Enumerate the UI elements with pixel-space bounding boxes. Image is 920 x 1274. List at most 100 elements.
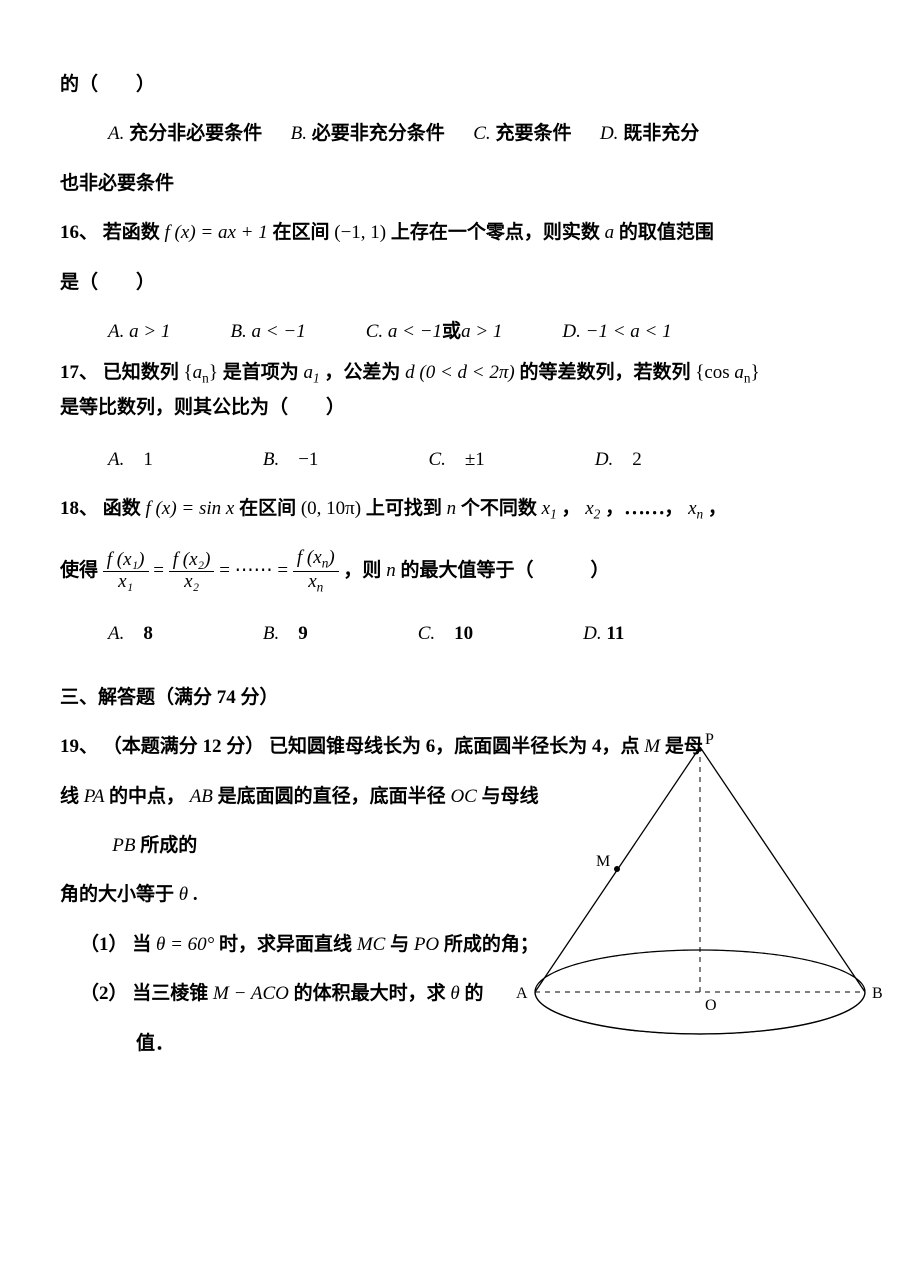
q18-t3: 上可找到 [366, 498, 442, 519]
q19-MC: MC [357, 934, 390, 955]
q19-theta2: θ [450, 983, 464, 1004]
q18-a: 8 [143, 623, 153, 644]
q16-interval: (−1, 1) [334, 222, 386, 243]
q19-part1: （1） 当 θ = 60° 时，求异面直线 MC 与 PO 所成的角； [80, 920, 560, 969]
q19-p1c: 与 [390, 934, 409, 955]
q18-line1: 18、 函数 f (x) = sin x 在区间 (0, 10π) 上可找到 n… [60, 484, 860, 533]
q15-choice-b: 必要非充分条件 [312, 123, 445, 144]
q18-dots: = ⋯⋯ = [219, 560, 293, 581]
q18-l2a: 使得 [60, 560, 98, 581]
q17-d: 2 [632, 449, 642, 470]
q16-b-pre: B. [230, 321, 251, 342]
q18-b: 9 [298, 623, 308, 644]
q18-frac2: f (x₂) x₂ [169, 550, 215, 593]
q19-OC: OC [450, 786, 481, 807]
q17-b: −1 [298, 449, 318, 470]
q17-b-pre: B. [263, 449, 298, 470]
q15-choice-c: 充要条件 [495, 123, 571, 144]
q19-p2c: 的 [464, 983, 483, 1004]
q19-score: （本题满分 12 分） [103, 736, 265, 757]
q15-label-a: A. [108, 123, 124, 144]
q16-t4: 的取值范围 [619, 222, 714, 243]
q17-choices: A. 1 B. −1 C. ±1 D. 2 [108, 435, 860, 484]
q17-line2: 是等比数列，则其公比为（ ） [60, 391, 860, 425]
q19-part2-line1: （2） 当三棱锥 M − ACO 的体积最大时，求 θ 的 [80, 969, 560, 1018]
q19-theta: θ [179, 884, 193, 905]
q18-n: n [447, 498, 457, 519]
q16-num: 16、 [60, 222, 98, 243]
q19-line3: 角的大小等于 θ . [60, 870, 540, 919]
q16-b: a < −1 [252, 321, 306, 342]
q15-label-b: B. [291, 123, 307, 144]
section3-header: 三、解答题（满分 74 分） [60, 673, 860, 722]
q19-num: 19、 [60, 736, 98, 757]
q15-choice-a: 充分非必要条件 [129, 123, 262, 144]
q18-l2c: 的最大值等于（ ） [400, 560, 609, 581]
q19-p2l2: 值． [136, 1033, 174, 1054]
q18-num: 18、 [60, 498, 98, 519]
q19-t7: 所成的 [140, 835, 197, 856]
q18-line2: 使得 f (x₁) x₁ = f (x₂) x₂ = ⋯⋯ = f (xn) x… [60, 548, 860, 596]
q18-x1: x1 [542, 498, 557, 519]
q16-c-mid: 或 [442, 321, 461, 342]
q15-label-c: C. [473, 123, 490, 144]
q18-x2: x2 [585, 498, 600, 519]
q19-p2num: （2） [80, 983, 128, 1004]
q17-t2: 是首项为 [223, 362, 299, 383]
q19-t5: 是底面圆的直径，底面半径 [218, 786, 446, 807]
q16-choices: A. a > 1 B. a < −1 C. a < −1或a > 1 D. −1… [108, 307, 860, 356]
q19-t9: . [193, 884, 198, 905]
q18-eq1: = [153, 560, 168, 581]
q15-choices-line1: A. 充分非必要条件 B. 必要非充分条件 C. 充要条件 D. 既非充分 [108, 109, 860, 158]
q19-block: P A B O M 19、 （本题满分 12 分） 已知圆锥母线长为 6，底面圆… [60, 722, 860, 1068]
q18-fracn: f (xn) xn [293, 548, 339, 596]
q17-t3: ，公差为 [324, 362, 400, 383]
q18-c-pre: C. [418, 623, 454, 644]
q16-d: −1 < a < 1 [586, 321, 672, 342]
q18-interval: (0, 10π) [301, 498, 361, 519]
q16-a: a > 1 [129, 321, 170, 342]
q16-d-pre: D. [562, 321, 585, 342]
q17-a: 1 [143, 449, 153, 470]
q19-p1a: 当 [132, 934, 151, 955]
q17-d-pre: D. [595, 449, 632, 470]
q15-stem-cont: 的（ ） [60, 60, 860, 109]
q15-choice-d-part1: 既非充分 [623, 123, 699, 144]
q18-choices: A. 8 B. 9 C. 10 D. 11 [108, 609, 860, 658]
q19-PA: PA [84, 786, 109, 807]
q16-func: f (x) = ax + 1 [165, 222, 268, 243]
q19-p2a: 当三棱锥 [132, 983, 208, 1004]
q18-a-pre: A. [108, 623, 143, 644]
q18-c: 10 [454, 623, 473, 644]
q19-PO: PO [414, 934, 444, 955]
q17-line1: 17、 已知数列 {an} 是首项为 a1 ，公差为 d (0 < d < 2π… [60, 356, 860, 391]
q18-func: f (x) = sin x [146, 498, 235, 519]
q17-t1: 已知数列 [103, 362, 179, 383]
q16-c2: a > 1 [461, 321, 502, 342]
q19-t4: 的中点， [109, 786, 185, 807]
cone-label-o: O [705, 997, 717, 1014]
q17-c: ±1 [465, 449, 485, 470]
q19-t8: 角的大小等于 [60, 884, 174, 905]
q19-p1num: （1） [80, 934, 128, 955]
q19-AB: AB [190, 786, 218, 807]
q18-b-pre: B. [263, 623, 298, 644]
q18-comma2: ，⋯⋯， [605, 498, 683, 519]
q18-t2: 在区间 [239, 498, 296, 519]
q18-l2b: ，则 [343, 560, 381, 581]
cone-label-a: A [516, 985, 528, 1002]
q16-var: a [605, 222, 615, 243]
q17-seq: {an} [184, 362, 218, 383]
q16-a-pre: A. [108, 321, 129, 342]
q19-line2: 线 PA 的中点， AB 是底面圆的直径，底面半径 OC 与母线 PB 所成的 [60, 772, 540, 871]
q19-t3: 线 [60, 786, 79, 807]
q18-n2: n [386, 560, 400, 581]
q16-c1: a < −1 [388, 321, 442, 342]
q16-c-pre: C. [366, 321, 388, 342]
q19-MACO: M − ACO [213, 983, 294, 1004]
q18-comma3: ， [708, 498, 727, 519]
cone-diagram: P A B O M [510, 732, 890, 1052]
q15-label-d: D. [600, 123, 618, 144]
q16-t2: 在区间 [272, 222, 329, 243]
q17-t4: 的等差数列，若数列 [519, 362, 690, 383]
